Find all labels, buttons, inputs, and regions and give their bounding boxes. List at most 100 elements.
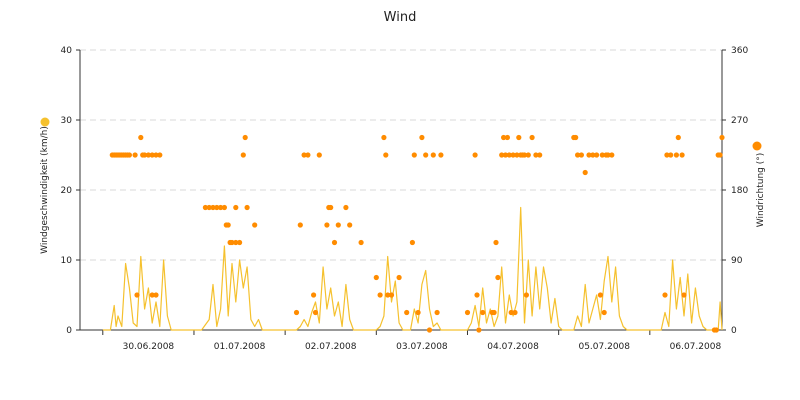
direction-point-88 — [516, 134, 522, 141]
direction-point-94 — [529, 134, 535, 141]
direction-point-71 — [472, 152, 478, 158]
direction-point-111 — [662, 292, 668, 298]
direction-point-101 — [582, 169, 588, 176]
direction-point-69 — [438, 152, 444, 158]
direction-point-39 — [297, 222, 303, 228]
direction-point-36 — [244, 204, 250, 211]
direction-point-10 — [132, 152, 138, 158]
direction-point-99 — [575, 152, 581, 158]
direction-point-109 — [605, 152, 611, 158]
direction-point-55 — [381, 134, 387, 141]
direction-point-79 — [499, 152, 505, 158]
direction-point-80 — [501, 134, 507, 141]
direction-point-104 — [594, 152, 600, 158]
direction-point-21 — [202, 204, 208, 211]
direction-point-70 — [464, 309, 471, 316]
direction-point-110 — [609, 152, 615, 158]
direction-point-115 — [675, 134, 681, 141]
direction-point-38 — [293, 309, 300, 316]
x-tick-label-4: 04.07.2008 — [487, 342, 539, 352]
direction-point-72 — [474, 292, 480, 298]
direction-point-82 — [504, 134, 510, 141]
speed-line — [102, 206, 723, 331]
direction-point-34 — [240, 152, 246, 158]
direction-point-65 — [423, 152, 429, 158]
direction-point-11 — [134, 292, 140, 298]
direction-point-41 — [305, 152, 311, 158]
direction-point-16 — [149, 152, 155, 158]
direction-point-17 — [153, 152, 159, 158]
direction-point-57 — [385, 292, 391, 298]
direction-point-25 — [218, 204, 224, 211]
direction-point-86 — [512, 309, 518, 316]
direction-point-28 — [225, 222, 231, 228]
direction-point-9 — [126, 152, 132, 158]
direction-point-93 — [525, 152, 531, 158]
direction-point-26 — [221, 204, 227, 211]
direction-point-47 — [328, 204, 334, 211]
direction-point-102 — [586, 152, 592, 158]
direction-point-68 — [434, 309, 440, 316]
direction-series — [109, 134, 725, 333]
direction-point-54 — [377, 292, 383, 298]
direction-point-22 — [206, 204, 212, 211]
direction-point-31 — [233, 239, 239, 246]
direction-point-32 — [233, 204, 239, 211]
y-left-axis-title: Windgeschwindigkeit (km/h) — [40, 126, 50, 254]
y-left-tick-label-3: 30 — [61, 116, 73, 126]
direction-point-59 — [396, 274, 402, 281]
direction-point-44 — [316, 152, 322, 158]
direction-point-81 — [502, 152, 509, 158]
direction-point-76 — [491, 309, 497, 316]
direction-point-85 — [510, 152, 516, 158]
speed-series-marker — [40, 117, 50, 127]
y-right-tick-label-0: 0 — [731, 326, 737, 336]
y-left-tick-label-4: 40 — [61, 46, 73, 56]
direction-point-24 — [214, 204, 220, 211]
direction-point-114 — [673, 152, 680, 158]
direction-point-14 — [142, 152, 148, 158]
x-tick-label-5: 05.07.2008 — [578, 342, 630, 352]
direction-point-53 — [373, 274, 379, 281]
direction-point-42 — [311, 292, 317, 298]
direction-point-19 — [149, 292, 155, 298]
axes: 0 10 20 30 40 0 90 180 270 360 30.06.2008 01.07.200… — [61, 46, 749, 352]
direction-point-92 — [523, 292, 530, 298]
direction-point-45 — [324, 222, 330, 228]
direction-point-30 — [229, 239, 235, 246]
direction-point-107 — [601, 309, 607, 316]
direction-point-74 — [480, 309, 486, 316]
direction-point-23 — [210, 204, 216, 211]
chart-title: Wind — [384, 10, 417, 25]
direction-point-119 — [713, 327, 719, 333]
x-tick-label-3: 03.07.2008 — [396, 342, 448, 352]
direction-point-117 — [681, 292, 687, 298]
direction-point-56 — [383, 152, 389, 158]
direction-point-49 — [335, 222, 341, 228]
gridlines — [80, 49, 722, 261]
direction-point-51 — [347, 222, 353, 228]
y-right-tick-label-3: 270 — [731, 116, 748, 126]
x-tick-label-0: 30.06.2008 — [123, 342, 175, 352]
direction-point-61 — [409, 239, 415, 246]
direction-point-63 — [415, 309, 421, 316]
direction-point-43 — [312, 309, 319, 316]
direction-point-52 — [358, 239, 364, 246]
direction-point-20 — [153, 292, 159, 298]
direction-point-35 — [242, 134, 248, 141]
direction-point-64 — [419, 134, 425, 141]
y-left-tick-label-1: 10 — [61, 256, 73, 266]
direction-point-58 — [388, 292, 395, 298]
direction-point-73 — [476, 327, 482, 333]
direction-point-106 — [599, 152, 605, 158]
y-right-tick-label-4: 360 — [731, 46, 748, 56]
direction-point-60 — [404, 309, 410, 316]
direction-point-100 — [578, 152, 585, 158]
direction-point-62 — [411, 152, 417, 158]
direction-point-67 — [430, 152, 436, 158]
direction-point-96 — [537, 152, 543, 158]
direction-point-122 — [719, 134, 725, 141]
y-left-tick-label-0: 0 — [66, 326, 72, 336]
direction-point-50 — [343, 204, 349, 211]
